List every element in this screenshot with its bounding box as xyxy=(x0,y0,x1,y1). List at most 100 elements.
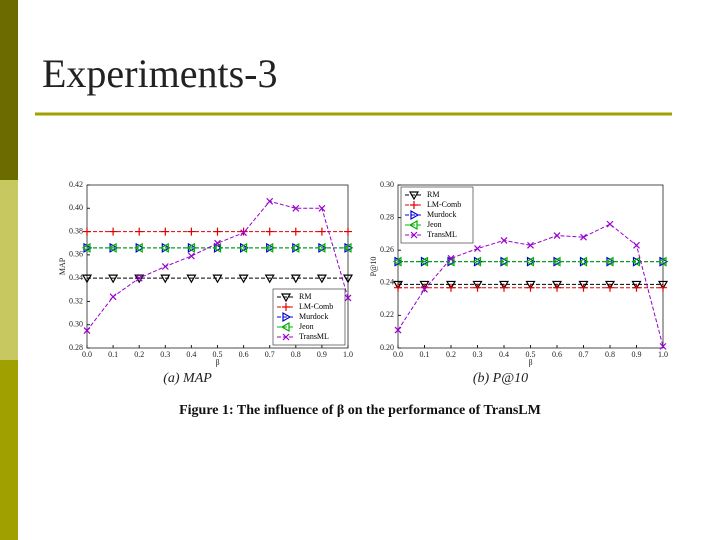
point-marker xyxy=(83,227,91,236)
point-marker xyxy=(445,280,457,290)
y-tick-label: 0.20 xyxy=(380,343,394,352)
point-marker xyxy=(551,280,563,290)
x-tick-label: 1.0 xyxy=(658,350,668,359)
point-marker xyxy=(472,256,482,267)
point-marker xyxy=(580,233,587,241)
x-tick-label: 0.7 xyxy=(265,350,275,359)
point-marker xyxy=(161,263,169,270)
point-marker xyxy=(553,232,561,239)
x-tick-label: 0.6 xyxy=(552,350,562,359)
y-tick-label: 0.24 xyxy=(380,278,394,287)
point-marker xyxy=(135,274,143,282)
point-marker xyxy=(394,283,402,292)
point-marker xyxy=(107,242,117,253)
x-tick-label: 0.1 xyxy=(108,350,118,359)
side-bar-middle xyxy=(0,180,18,360)
figure-caption: Figure 1: The influence of β on the perf… xyxy=(179,403,541,418)
point-marker xyxy=(657,280,669,290)
point-marker xyxy=(239,227,248,236)
legend-label: Jeon xyxy=(427,220,442,229)
series-line xyxy=(397,223,664,347)
legend-marker xyxy=(280,293,292,303)
point-marker xyxy=(344,294,352,302)
point-marker xyxy=(606,283,614,292)
x-tick-label: 0.7 xyxy=(579,350,589,359)
x-tick-label: 0.2 xyxy=(134,350,144,359)
legend-marker xyxy=(410,231,418,239)
legend-label: RM xyxy=(299,292,311,301)
point-marker xyxy=(109,227,118,236)
point-marker xyxy=(472,280,483,290)
point-marker xyxy=(498,280,510,290)
point-marker xyxy=(551,256,561,267)
x-tick-label: 0.3 xyxy=(473,350,483,359)
point-marker xyxy=(290,242,300,253)
legend-marker xyxy=(280,321,290,333)
x-tick-label: 0.8 xyxy=(605,350,615,359)
x-axis-label: β xyxy=(215,358,219,367)
y-axis-label: P@10 xyxy=(369,257,378,277)
point-marker xyxy=(109,293,117,301)
x-tick-label: 0.6 xyxy=(239,350,249,359)
x-tick-label: 0.1 xyxy=(420,350,430,359)
point-marker xyxy=(498,256,508,267)
point-marker xyxy=(83,327,91,334)
x-tick-label: 0.9 xyxy=(317,350,327,359)
point-marker xyxy=(394,326,402,334)
point-marker xyxy=(447,283,455,292)
point-marker xyxy=(342,274,354,284)
y-tick-label: 0.28 xyxy=(69,343,83,352)
y-tick-label: 0.34 xyxy=(69,273,83,282)
y-axis-label: MAP xyxy=(58,257,67,275)
x-tick-label: 0.9 xyxy=(632,350,642,359)
point-marker xyxy=(579,283,588,292)
point-marker xyxy=(421,285,428,293)
point-marker xyxy=(133,242,143,253)
x-tick-label: 0.0 xyxy=(393,350,403,359)
point-marker xyxy=(212,274,223,284)
legend-marker xyxy=(410,209,420,221)
point-marker xyxy=(631,280,642,290)
point-marker xyxy=(633,241,640,249)
point-marker xyxy=(238,242,248,253)
subcaption: (a) MAP xyxy=(163,371,212,386)
point-marker xyxy=(659,342,667,350)
point-marker xyxy=(160,274,171,284)
legend-label: TransML xyxy=(299,332,329,341)
x-tick-label: 0.8 xyxy=(291,350,301,359)
point-marker xyxy=(419,280,430,290)
side-bar-bottom xyxy=(0,360,18,540)
point-marker xyxy=(525,280,536,290)
legend-marker xyxy=(282,303,290,311)
point-marker xyxy=(108,274,119,284)
point-marker xyxy=(81,242,91,253)
point-marker xyxy=(604,256,614,267)
legend-label: Murdock xyxy=(427,210,456,219)
y-tick-label: 0.30 xyxy=(380,180,394,189)
legend-marker xyxy=(408,219,418,231)
legend-marker xyxy=(282,333,290,341)
point-marker xyxy=(214,239,221,247)
point-marker xyxy=(318,204,326,212)
y-tick-label: 0.32 xyxy=(69,296,83,305)
point-marker xyxy=(265,227,274,236)
legend-marker xyxy=(282,311,292,323)
point-marker xyxy=(604,280,616,290)
point-marker xyxy=(291,227,300,236)
point-marker xyxy=(240,229,248,237)
point-marker xyxy=(525,256,535,267)
legend-label: LM-Comb xyxy=(299,302,333,311)
point-marker xyxy=(290,274,301,284)
point-marker xyxy=(527,241,534,249)
x-tick-label: 0.4 xyxy=(499,350,509,359)
point-marker xyxy=(160,242,169,253)
point-marker xyxy=(317,227,326,236)
x-tick-label: 1.0 xyxy=(343,350,353,359)
point-marker xyxy=(264,274,275,284)
point-marker xyxy=(186,242,195,253)
point-marker xyxy=(419,256,429,267)
point-marker xyxy=(632,283,641,292)
point-marker xyxy=(316,274,327,284)
point-marker xyxy=(473,283,482,292)
legend-marker xyxy=(410,201,418,209)
